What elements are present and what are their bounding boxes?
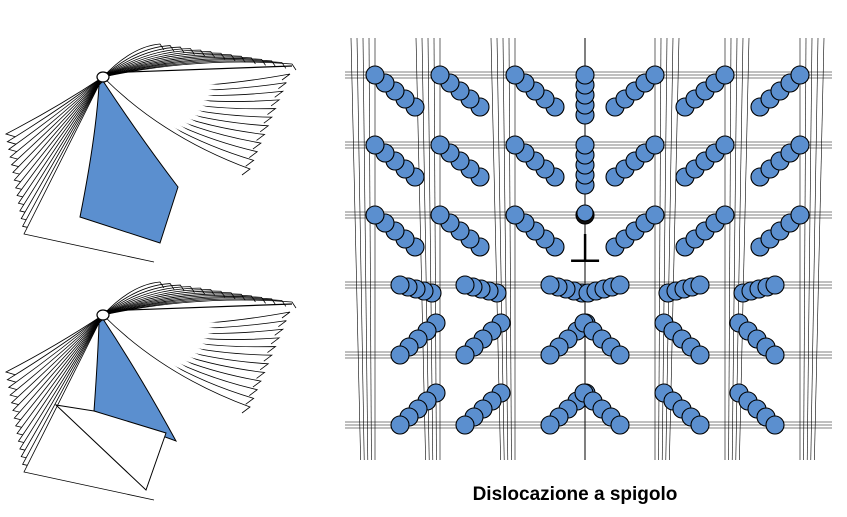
atom — [610, 275, 630, 295]
lattice-column-line — [806, 37, 813, 461]
book-page — [102, 51, 216, 78]
atom — [365, 135, 385, 155]
atom — [505, 205, 525, 225]
book-page — [102, 297, 277, 316]
atom — [690, 415, 710, 435]
atom — [505, 135, 525, 155]
book-page — [102, 298, 287, 316]
atom — [455, 275, 475, 295]
book-page — [102, 314, 251, 414]
book-page — [102, 290, 226, 316]
atom — [390, 345, 410, 365]
book-page — [102, 61, 297, 78]
atom — [575, 135, 595, 155]
book-page — [102, 293, 246, 316]
atom — [790, 65, 810, 85]
book-page — [102, 292, 236, 316]
dislocation-symbol: ⊥ — [568, 226, 603, 272]
atom — [610, 345, 630, 365]
book-cover-top-edge — [100, 303, 293, 312]
atom — [715, 65, 735, 85]
book-page — [102, 60, 287, 78]
book-page — [102, 281, 165, 316]
book-spine — [96, 71, 110, 83]
edge-dislocation-lattice — [345, 37, 832, 461]
book-page — [102, 286, 195, 316]
atom — [390, 275, 410, 295]
atom — [430, 205, 450, 225]
book-page — [102, 284, 185, 316]
lattice-column-line — [814, 37, 825, 461]
book-top-illustration — [4, 43, 297, 263]
book-highlighted-page — [79, 80, 179, 244]
lattice-column-line — [810, 37, 819, 461]
lattice-column-line — [362, 37, 369, 461]
lattice-column-line — [508, 37, 512, 461]
atom — [390, 415, 410, 435]
book-bottom-illustration — [4, 281, 297, 501]
atom — [715, 205, 735, 225]
lattice-column-line — [368, 37, 372, 461]
atom — [690, 345, 710, 365]
book-page — [102, 49, 205, 78]
book-page — [102, 58, 266, 78]
atom — [455, 345, 475, 365]
book-page — [102, 76, 251, 176]
book-page — [102, 294, 256, 316]
book-page — [102, 54, 236, 78]
atom — [575, 65, 595, 85]
atom — [645, 205, 665, 225]
atom — [790, 205, 810, 225]
book-cover-top-edge — [100, 65, 293, 74]
book-page — [102, 46, 185, 78]
book-spine — [96, 309, 110, 321]
atom — [645, 65, 665, 85]
book-page — [102, 299, 297, 316]
lattice-column-line — [803, 37, 807, 461]
atom — [455, 415, 475, 435]
book-page — [102, 296, 266, 316]
book-flat-page — [54, 404, 167, 491]
book-page — [102, 289, 216, 316]
atom — [765, 275, 785, 295]
book-page — [102, 56, 256, 78]
atom — [505, 65, 525, 85]
book-page — [102, 59, 277, 78]
atom — [430, 135, 450, 155]
book-highlighted-page — [93, 318, 178, 442]
diagram-caption: Dislocazione a spigolo — [472, 484, 678, 505]
book-page — [102, 52, 226, 78]
book-page — [102, 45, 175, 78]
atom — [645, 135, 665, 155]
atom — [790, 135, 810, 155]
atom — [715, 135, 735, 155]
atom — [765, 345, 785, 365]
lattice-column-line — [728, 37, 732, 461]
book-page — [102, 48, 195, 78]
atom — [365, 65, 385, 85]
atom — [576, 204, 594, 222]
atom — [690, 275, 710, 295]
lattice-column-line — [356, 37, 365, 461]
atom — [540, 275, 560, 295]
book-page — [102, 55, 246, 78]
book-page — [102, 283, 175, 316]
lattice-column-line — [350, 37, 361, 461]
atom — [540, 345, 560, 365]
atom — [610, 415, 630, 435]
atom — [430, 65, 450, 85]
atom — [365, 205, 385, 225]
atom — [765, 415, 785, 435]
book-page — [102, 287, 205, 316]
book-page — [102, 43, 165, 78]
atom — [540, 415, 560, 435]
